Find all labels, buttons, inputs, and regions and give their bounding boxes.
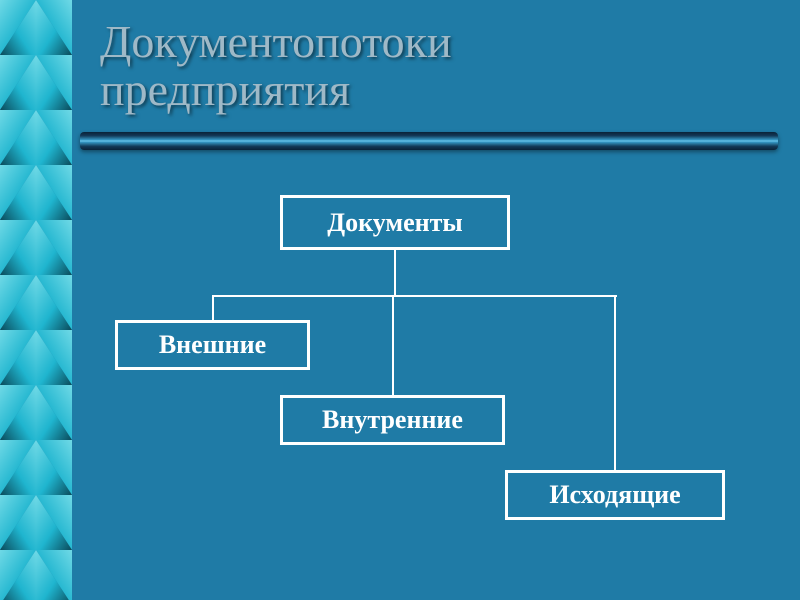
node-root: Документы: [280, 195, 510, 250]
slide-title: Документопотоки предприятия: [100, 18, 452, 115]
node-left: Внешние: [115, 320, 310, 370]
title-line-2: предприятия: [100, 64, 350, 115]
conn-middle-down: [392, 295, 394, 395]
title-line-1: Документопотоки: [100, 16, 452, 67]
conn-root-down: [394, 250, 396, 295]
conn-left-down: [212, 295, 214, 320]
spiral-svg: [0, 0, 72, 600]
conn-bus: [213, 295, 618, 297]
node-root-label: Документы: [327, 208, 462, 238]
conn-right-down: [614, 295, 616, 470]
node-left-label: Внешние: [159, 330, 266, 360]
node-right: Исходящие: [505, 470, 725, 520]
node-middle: Внутренние: [280, 395, 505, 445]
spiral-binding: [0, 0, 72, 600]
node-right-label: Исходящие: [549, 480, 680, 510]
title-underline: [80, 132, 778, 150]
slide: Документопотоки предприятия Документы Вн…: [0, 0, 800, 600]
node-middle-label: Внутренние: [322, 405, 463, 435]
